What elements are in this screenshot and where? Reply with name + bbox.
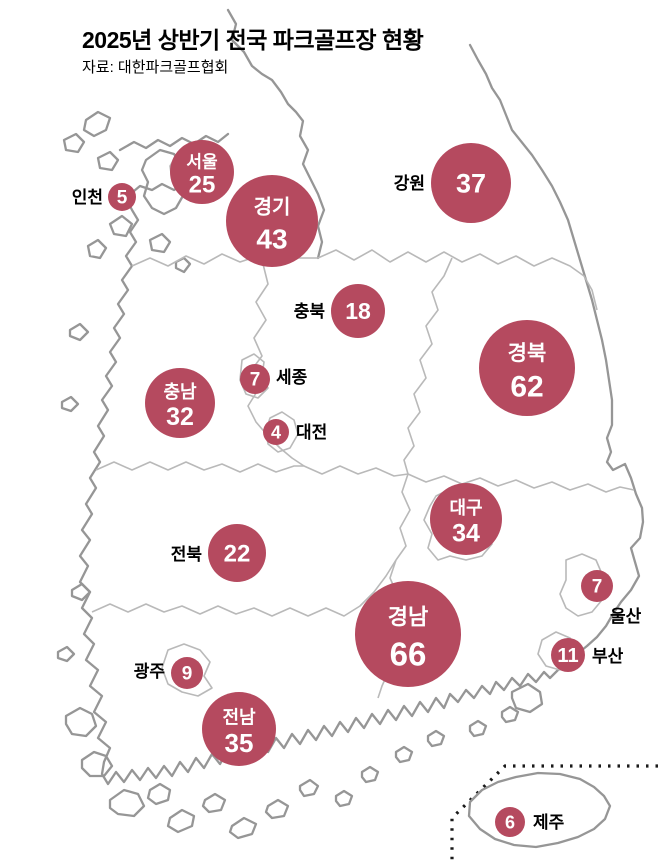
region-bubble: [208, 524, 266, 582]
chart-title: 2025년 상반기 전국 파크골프장 현황: [82, 27, 424, 53]
region-경기: 경기 43: [226, 175, 318, 267]
region-제주: 6 제주: [495, 807, 565, 837]
region-전북: 22 전북: [171, 524, 266, 582]
region-value: 35: [225, 728, 254, 758]
region-bubble: [431, 143, 511, 223]
region-name-label: 광주: [134, 662, 166, 681]
region-value: 32: [166, 403, 194, 431]
region-value: 7: [592, 577, 603, 598]
region-value: 11: [557, 645, 578, 667]
ulsan-boundary: [559, 553, 603, 617]
region-세종: 7 세종: [240, 364, 308, 394]
region-name-label: 충남: [163, 382, 197, 402]
region-bubble: [240, 364, 270, 394]
region-bubble: [479, 320, 575, 416]
region-name-label: 세종: [276, 368, 308, 387]
region-대전: 4 대전: [263, 419, 327, 445]
chart-source: 자료: 대한파크골프협회: [82, 59, 229, 76]
region-부산: 11 부산: [551, 638, 624, 672]
region-value: 18: [345, 298, 371, 324]
region-bubble: [171, 657, 203, 689]
region-name-label: 서울: [186, 153, 218, 172]
region-value: 34: [452, 519, 480, 547]
region-name-label: 대구: [449, 498, 482, 518]
region-value: 4: [271, 422, 281, 442]
region-충북: 18 충북: [294, 284, 385, 338]
region-bubble: [495, 807, 525, 837]
region-bubble: [226, 175, 318, 267]
region-value: 43: [256, 223, 287, 254]
jeju-island: [467, 771, 612, 849]
region-bubble: [170, 140, 234, 204]
mainland-coast: [78, 43, 645, 786]
north-border: [226, 8, 326, 260]
region-bubble: [263, 419, 289, 445]
region-name-label: 부산: [592, 647, 624, 666]
region-name-label: 전북: [171, 545, 203, 564]
region-경남: 경남 66: [355, 581, 461, 687]
region-강원: 37 강원: [394, 143, 511, 223]
region-bubble: [331, 284, 385, 338]
region-광주: 9 광주: [134, 657, 203, 689]
region-인천: 5 인천: [72, 183, 136, 211]
region-value: 25: [189, 172, 216, 199]
region-name-label: 인천: [72, 188, 103, 207]
region-value: 7: [250, 370, 261, 391]
region-value: 9: [182, 664, 193, 685]
region-bubble: [581, 570, 613, 602]
region-name-label: 경기: [254, 195, 291, 218]
coastline: [56, 8, 645, 840]
region-name-label: 전남: [222, 707, 256, 727]
region-bubble: [202, 692, 276, 766]
region-value: 62: [510, 371, 543, 404]
region-value: 5: [117, 188, 128, 209]
gwangju-boundary: [161, 643, 213, 697]
region-name-label: 충북: [294, 302, 326, 321]
region-name-label: 제주: [533, 813, 565, 832]
region-name-label: 경남: [388, 605, 428, 630]
region-value: 6: [505, 812, 515, 832]
region-bubble: [355, 581, 461, 687]
region-value: 37: [456, 168, 486, 198]
region-bubble: [430, 483, 502, 555]
region-경북: 경북 62: [479, 320, 575, 416]
region-name-label: 울산: [610, 607, 642, 626]
region-name-label: 대전: [296, 423, 327, 442]
region-name-label: 경북: [508, 342, 547, 365]
region-bubble: [145, 368, 215, 438]
region-value: 66: [390, 636, 427, 673]
region-name-label: 강원: [394, 174, 425, 193]
region-value: 22: [224, 540, 251, 567]
region-bubble: [551, 638, 585, 672]
region-bubble: [108, 183, 136, 211]
region-울산: 7 울산: [581, 570, 642, 626]
